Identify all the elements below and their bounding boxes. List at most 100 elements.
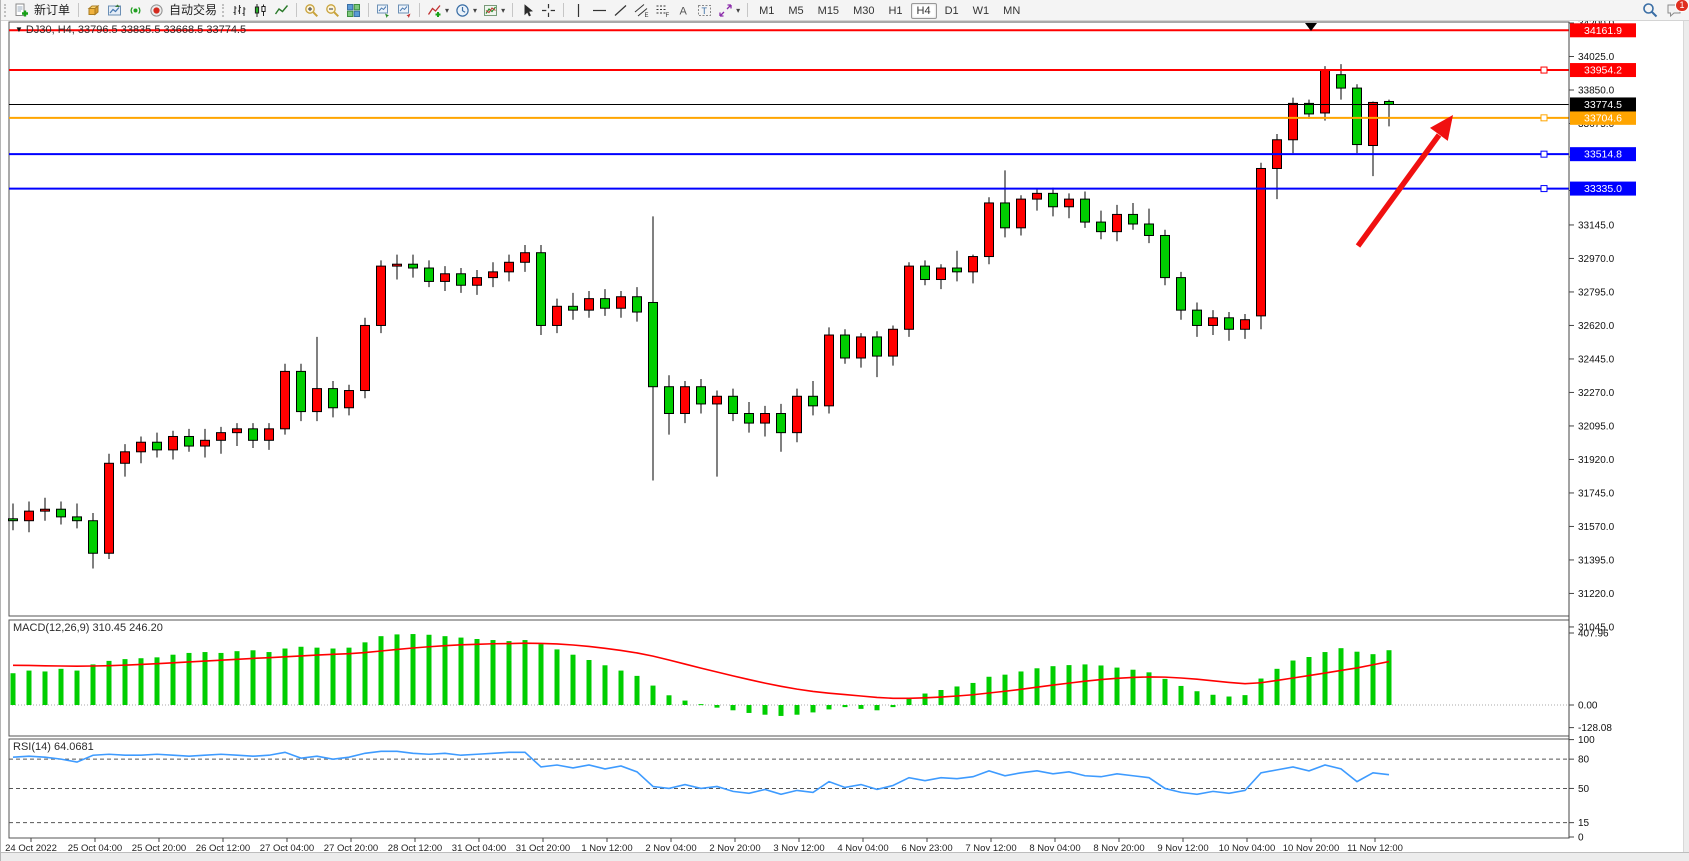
macd-histogram-bar bbox=[426, 634, 432, 705]
line-handle[interactable] bbox=[1540, 66, 1548, 74]
text-label-icon[interactable]: T bbox=[694, 1, 715, 19]
tile-windows-icon[interactable] bbox=[343, 1, 364, 19]
candle-body bbox=[1160, 234, 1170, 279]
market-box-icon[interactable] bbox=[83, 1, 104, 19]
macd-histogram-bar bbox=[1226, 696, 1232, 705]
candle-body bbox=[136, 441, 146, 453]
chart-header[interactable]: ▼ DJ30, H4, 33796.5 33835.5 33668.5 33774… bbox=[15, 24, 246, 36]
time-label: 27 Oct 04:00 bbox=[260, 843, 314, 854]
periods-dropdown-icon[interactable]: ▾ bbox=[473, 5, 478, 15]
horizontal-line-icon[interactable] bbox=[589, 1, 610, 19]
rsi-tick-label: 80 bbox=[1578, 755, 1590, 766]
candle-body bbox=[1240, 319, 1250, 330]
candle-body bbox=[1288, 102, 1298, 141]
macd-histogram-bar bbox=[74, 670, 80, 705]
candlestick-icon[interactable] bbox=[250, 1, 271, 19]
new-order-button[interactable] bbox=[11, 1, 32, 19]
status-bar bbox=[1, 852, 1689, 861]
indicators-dropdown-icon[interactable]: ▾ bbox=[445, 5, 450, 15]
macd-histogram-bar bbox=[250, 650, 256, 705]
candle-body bbox=[552, 305, 562, 326]
templates-icon[interactable] bbox=[480, 1, 501, 19]
price-badge bbox=[1570, 63, 1636, 78]
chart-header-text: DJ30, H4, 33796.5 33835.5 33668.5 33774.… bbox=[25, 24, 247, 36]
track-window-icon[interactable] bbox=[394, 1, 415, 19]
timeframe-mn-button[interactable]: MN bbox=[1003, 5, 1021, 17]
publish-chart-icon[interactable] bbox=[104, 1, 125, 19]
timeframe-w1-button[interactable]: W1 bbox=[972, 5, 990, 17]
price-tick-label: 33145.0 bbox=[1578, 220, 1615, 231]
price-badge-label: 33774.5 bbox=[1584, 99, 1622, 111]
price-tick-label: 32795.0 bbox=[1578, 287, 1615, 298]
rsi-tick-label: 100 bbox=[1578, 735, 1595, 746]
search-icon[interactable] bbox=[1642, 2, 1658, 18]
trendline-icon[interactable] bbox=[610, 1, 631, 19]
time-label: 9 Nov 12:00 bbox=[1157, 843, 1208, 854]
timeframe-h1-button[interactable]: H1 bbox=[888, 5, 903, 17]
chart-dropdown-icon[interactable]: ▼ bbox=[15, 25, 23, 34]
cursor-icon[interactable] bbox=[517, 1, 538, 19]
zoom-out-icon[interactable] bbox=[322, 1, 343, 19]
macd-histogram-bar bbox=[378, 636, 384, 705]
chart-shift-marker[interactable] bbox=[1305, 23, 1317, 31]
fibonacci-icon[interactable]: F bbox=[652, 1, 673, 19]
signal-icon[interactable] bbox=[125, 1, 146, 19]
autotrading-label[interactable]: 自动交易 bbox=[169, 3, 218, 17]
timeframe-d1-button[interactable]: D1 bbox=[944, 5, 959, 17]
macd-histogram-bar bbox=[1370, 654, 1376, 705]
periods-icon[interactable] bbox=[452, 1, 473, 19]
candle-body bbox=[600, 298, 610, 309]
time-label: 27 Oct 20:00 bbox=[324, 843, 378, 854]
indicators-icon[interactable] bbox=[424, 1, 445, 19]
macd-histogram-bar bbox=[1146, 672, 1152, 705]
arrows-dropdown-icon[interactable]: ▾ bbox=[736, 5, 741, 15]
autotrading-icon[interactable] bbox=[146, 1, 167, 19]
time-label: 10 Nov 20:00 bbox=[1283, 843, 1340, 854]
candle-body bbox=[680, 386, 690, 415]
rsi-tick-label: 15 bbox=[1578, 818, 1590, 829]
timeframe-m1-button[interactable]: M1 bbox=[759, 5, 775, 17]
macd-histogram-bar bbox=[1306, 656, 1312, 705]
macd-histogram-bar bbox=[570, 654, 576, 705]
macd-histogram-bar bbox=[778, 705, 784, 716]
toolbar-separator bbox=[512, 3, 514, 17]
price-tick-label: 31745.0 bbox=[1578, 488, 1615, 499]
timeframe-m5-button[interactable]: M5 bbox=[788, 5, 804, 17]
macd-histogram-bar bbox=[362, 642, 368, 705]
candle-body bbox=[632, 296, 642, 313]
time-label: 26 Oct 12:00 bbox=[196, 843, 250, 854]
vertical-line-icon[interactable] bbox=[568, 1, 589, 19]
macd-histogram-bar bbox=[1178, 685, 1184, 705]
line-handle[interactable] bbox=[1540, 150, 1548, 158]
candle-body bbox=[1352, 87, 1362, 146]
right-scroll-strip[interactable] bbox=[1683, 21, 1689, 852]
annotation-arrow[interactable] bbox=[1355, 115, 1453, 248]
line-handle[interactable] bbox=[1540, 185, 1548, 193]
bar-chart-icon[interactable] bbox=[229, 1, 250, 19]
price-badge bbox=[1570, 110, 1636, 125]
zoom-in-icon[interactable] bbox=[301, 1, 322, 19]
price-badge bbox=[1570, 181, 1636, 196]
timeframe-m15-button[interactable]: M15 bbox=[817, 5, 840, 17]
crosshair-icon[interactable] bbox=[538, 1, 559, 19]
channel-icon[interactable]: E bbox=[631, 1, 652, 19]
timeframe-m30-button[interactable]: M30 bbox=[853, 5, 875, 17]
timeframe-h4-button[interactable]: H4 bbox=[910, 3, 937, 19]
candle-body bbox=[1320, 69, 1330, 114]
arrange-window-icon[interactable] bbox=[373, 1, 394, 19]
price-tick-label: 32445.0 bbox=[1578, 354, 1615, 365]
line-chart-icon[interactable] bbox=[271, 1, 292, 19]
new-order-label[interactable]: 新订单 bbox=[34, 3, 71, 17]
macd-histogram-bar bbox=[874, 705, 880, 711]
chat-icon[interactable]: 1 bbox=[1666, 0, 1689, 18]
line-handle[interactable] bbox=[1540, 114, 1548, 122]
arrows-icon[interactable] bbox=[715, 1, 736, 19]
templates-dropdown-icon[interactable]: ▾ bbox=[501, 5, 506, 15]
toolbar-separator bbox=[78, 3, 80, 17]
price-tick-label: 32095.0 bbox=[1578, 421, 1615, 432]
text-icon[interactable]: A bbox=[673, 1, 694, 19]
candle-body bbox=[1064, 198, 1074, 208]
candle-body bbox=[904, 265, 914, 330]
macd-histogram-bar bbox=[1322, 652, 1328, 705]
